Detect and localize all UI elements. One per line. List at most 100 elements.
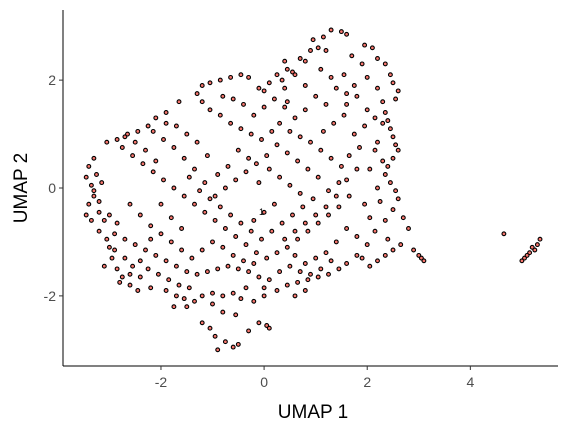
data-point [524, 252, 530, 258]
data-point [246, 328, 252, 334]
data-point [290, 212, 295, 218]
data-point [266, 277, 272, 283]
data-point [148, 223, 154, 229]
data-point [88, 182, 94, 188]
data-point [238, 220, 244, 226]
data-point [354, 166, 360, 172]
data-point [230, 252, 236, 258]
data-point [253, 161, 259, 167]
data-point [318, 147, 324, 153]
data-point [101, 217, 107, 223]
data-point [253, 250, 259, 256]
data-point [143, 147, 148, 153]
data-point [233, 234, 239, 239]
data-point [212, 217, 218, 223]
data-point [266, 325, 272, 331]
data-point [91, 188, 97, 194]
data-point [225, 163, 231, 169]
data-point [320, 34, 326, 40]
data-point [315, 274, 321, 280]
data-point [336, 180, 342, 186]
x-tick-label: 0 [260, 374, 268, 390]
data-point [390, 207, 396, 213]
data-point [387, 72, 393, 78]
data-point [161, 177, 166, 183]
data-point [421, 258, 427, 264]
data-point [256, 274, 262, 280]
data-point [241, 258, 246, 264]
data-point [179, 226, 185, 231]
data-point [202, 180, 208, 186]
data-point [362, 123, 368, 129]
data-point [230, 344, 236, 350]
data-point [192, 166, 197, 172]
data-point [338, 163, 344, 169]
data-point [230, 96, 236, 102]
data-point [284, 66, 290, 72]
data-point [173, 123, 179, 129]
data-point [344, 101, 350, 107]
data-point [305, 277, 311, 283]
data-point [385, 118, 391, 124]
data-point [261, 285, 267, 291]
data-point [274, 72, 280, 78]
data-point [328, 258, 334, 264]
data-point [390, 247, 396, 253]
data-point [346, 193, 352, 199]
data-point [158, 231, 164, 237]
data-point [199, 247, 205, 253]
data-point [189, 255, 195, 261]
data-point [292, 252, 298, 258]
data-point [235, 341, 241, 347]
data-point [161, 137, 166, 142]
data-point [382, 110, 388, 115]
data-point [333, 85, 339, 91]
data-point [393, 96, 399, 102]
data-point [96, 228, 102, 234]
data-point [148, 236, 154, 242]
data-point [501, 231, 507, 237]
data-point [338, 29, 344, 35]
data-point [269, 228, 275, 234]
data-point [351, 83, 357, 88]
data-point [259, 137, 264, 142]
data-point [127, 271, 133, 277]
points-layer [83, 27, 543, 353]
data-point [282, 104, 288, 110]
data-point [302, 107, 308, 113]
data-point [266, 80, 272, 86]
data-point [241, 101, 246, 107]
data-point [153, 158, 159, 164]
data-point [130, 153, 136, 159]
y-ticks: -2 0 2 [44, 72, 63, 304]
data-point [212, 193, 218, 199]
data-point [163, 110, 169, 115]
data-point [344, 91, 350, 97]
data-point [395, 88, 401, 94]
data-point [86, 201, 92, 207]
data-point [336, 204, 342, 210]
data-point [375, 139, 380, 145]
data-point [212, 333, 218, 339]
data-point [537, 236, 543, 242]
data-point [163, 288, 169, 293]
data-point [284, 244, 290, 250]
data-point [305, 166, 311, 172]
data-point [181, 155, 187, 161]
data-point [132, 242, 138, 248]
data-point [153, 115, 159, 121]
data-point [171, 145, 177, 150]
data-point [264, 153, 270, 159]
data-point [114, 266, 120, 272]
data-point [176, 282, 182, 288]
data-point [318, 66, 324, 72]
data-point [168, 239, 174, 245]
data-point [261, 293, 267, 299]
data-point [101, 263, 107, 269]
data-point [274, 250, 280, 256]
data-point [354, 252, 360, 258]
data-point [333, 239, 339, 245]
data-point [395, 147, 401, 153]
data-point [222, 185, 228, 191]
data-point [328, 74, 334, 80]
